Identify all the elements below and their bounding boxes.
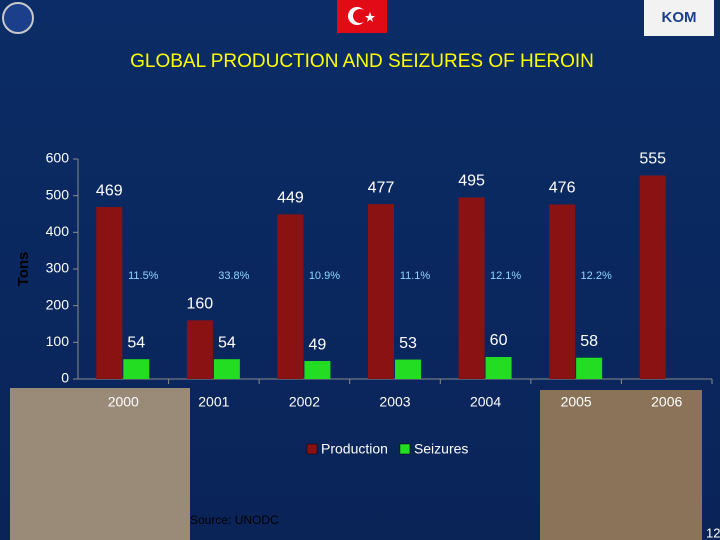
- y-tick-label: 600: [46, 150, 70, 166]
- y-tick-label: 300: [46, 260, 70, 276]
- chart-title: GLOBAL PRODUCTION AND SEIZURES OF HEROIN: [130, 51, 594, 72]
- value-label: 54: [218, 334, 236, 351]
- bar: [395, 359, 421, 379]
- bar: [123, 359, 150, 379]
- value-label: 49: [309, 336, 327, 353]
- seizure-rate: 11.1%: [400, 270, 431, 282]
- police-emblem: [2, 2, 34, 34]
- seizure-rate: 33.8%: [218, 270, 249, 282]
- kom-logo-mark: KOM: [662, 9, 697, 26]
- seizure-rate: 12.2%: [581, 270, 612, 282]
- page-number: 12: [706, 525, 720, 540]
- seizure-rate: 11.5%: [128, 270, 159, 282]
- value-label: 449: [277, 190, 304, 207]
- bar: [277, 214, 304, 379]
- bar: [96, 207, 123, 379]
- x-tick-label: 2006: [651, 394, 682, 410]
- bar: [576, 357, 603, 379]
- x-tick-label: 2005: [561, 394, 592, 410]
- flag-crescent-cut: [353, 9, 367, 23]
- value-label: 555: [639, 151, 666, 168]
- bar: [485, 357, 512, 379]
- y-tick-label: 400: [46, 223, 70, 239]
- y-tick-label: 0: [61, 370, 69, 386]
- bar: [213, 359, 240, 379]
- bar: [549, 204, 576, 379]
- chart: 0 100 200 300 400 500 600 2000 469 54 11.5% 2001 160…: [46, 150, 713, 457]
- seizure-rate: 12.1%: [490, 270, 521, 282]
- seizure-rate: 10.9%: [309, 270, 340, 282]
- bar: [639, 175, 666, 379]
- value-label: 54: [127, 334, 145, 351]
- x-tick-label: 2004: [470, 394, 501, 410]
- bar: [186, 320, 213, 379]
- legend-label: Production: [321, 441, 388, 457]
- y-axis-label: Tons: [15, 252, 32, 287]
- value-label: 60: [490, 332, 508, 349]
- y-tick-label: 500: [46, 186, 70, 202]
- x-tick-label: 2001: [198, 394, 229, 410]
- flag-star: [365, 12, 375, 22]
- value-label: 477: [368, 179, 395, 196]
- value-label: 53: [399, 335, 417, 352]
- source: Source: UNODC: [190, 513, 279, 527]
- bar: [458, 197, 485, 379]
- kom-logo: [644, 0, 714, 36]
- value-label: 160: [187, 296, 214, 313]
- y-tick-label: 200: [46, 296, 70, 312]
- x-tick-label: 2003: [379, 394, 410, 410]
- x-tick-label: 2000: [108, 394, 139, 410]
- bar: [304, 361, 331, 379]
- value-label: 495: [458, 173, 485, 190]
- legend-swatch: [399, 443, 411, 455]
- photo-police: [540, 390, 702, 540]
- value-label: 469: [96, 182, 123, 199]
- value-label: 476: [549, 180, 576, 197]
- legend-label: Seizures: [414, 441, 468, 457]
- y-tick-label: 100: [46, 333, 70, 349]
- value-label: 58: [580, 333, 598, 350]
- bar: [368, 204, 394, 379]
- legend-swatch: [306, 443, 318, 455]
- x-tick-label: 2002: [289, 394, 320, 410]
- photo-heroin: [10, 388, 190, 540]
